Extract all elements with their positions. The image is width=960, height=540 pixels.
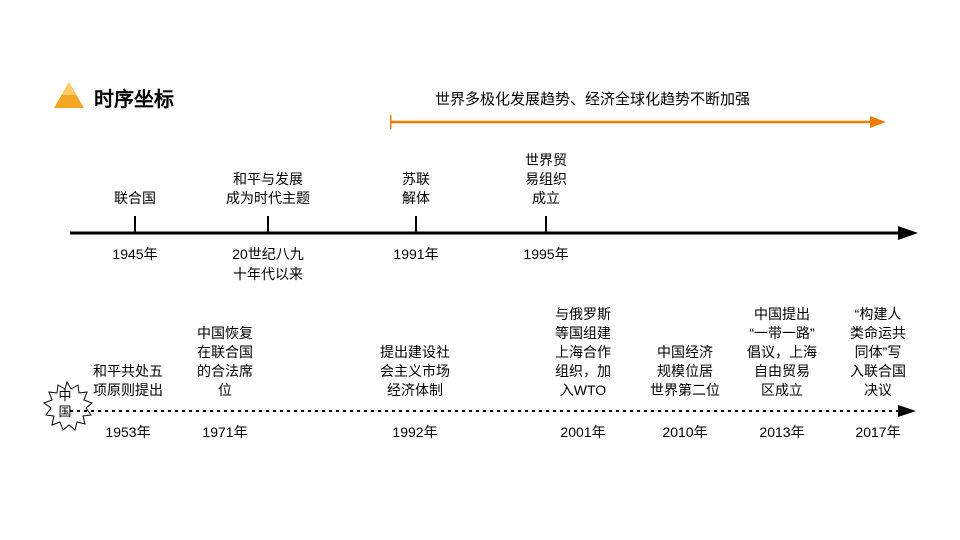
world-event-year: 20世纪八九十年代以来 — [208, 244, 328, 284]
subtitle-text: 世界多极化发展趋势、经济全球化趋势不断加强 — [435, 88, 750, 109]
world-event-label: 苏联解体 — [356, 170, 476, 208]
world-event-label: 联合国 — [75, 189, 195, 208]
timeline-tick — [134, 216, 136, 232]
trend-arrow — [390, 112, 890, 137]
pyramid-icon — [54, 82, 84, 113]
timeline-tick — [415, 216, 417, 232]
timeline-tick — [267, 216, 269, 232]
china-event-year: 1953年 — [78, 422, 178, 442]
china-event-label: 中国恢复在联合国的合法席位 — [175, 324, 275, 400]
china-event-label: “构建人类命运共同体”写入联合国决议 — [828, 305, 928, 399]
title-row: 时序坐标 — [54, 82, 174, 113]
china-event-label: 和平共处五项原则提出 — [78, 362, 178, 400]
china-event-year: 2001年 — [533, 422, 633, 442]
china-event-year: 2010年 — [635, 422, 735, 442]
china-event-label: 中国提出“一带一路”倡议，上海自由贸易区成立 — [732, 305, 832, 399]
world-event-year: 1995年 — [486, 244, 606, 264]
china-event-label: 中国经济规模位居世界第二位 — [635, 343, 735, 400]
world-event-label: 世界贸易组织成立 — [486, 151, 606, 208]
china-event-label: 提出建设社会主义市场经济体制 — [365, 343, 465, 400]
timeline-tick — [545, 216, 547, 232]
world-event-year: 1945年 — [75, 244, 195, 264]
china-event-label: 与俄罗斯等国组建上海合作组织，加入WTO — [533, 305, 633, 399]
world-event-year: 1991年 — [356, 244, 476, 264]
china-event-year: 1992年 — [365, 422, 465, 442]
china-badge-label: 中 国 — [55, 388, 75, 419]
page-title: 时序坐标 — [94, 83, 174, 112]
china-event-year: 2013年 — [732, 422, 832, 442]
china-event-year: 2017年 — [828, 422, 928, 442]
world-event-label: 和平与发展成为时代主题 — [208, 170, 328, 208]
china-event-year: 1971年 — [175, 422, 275, 442]
